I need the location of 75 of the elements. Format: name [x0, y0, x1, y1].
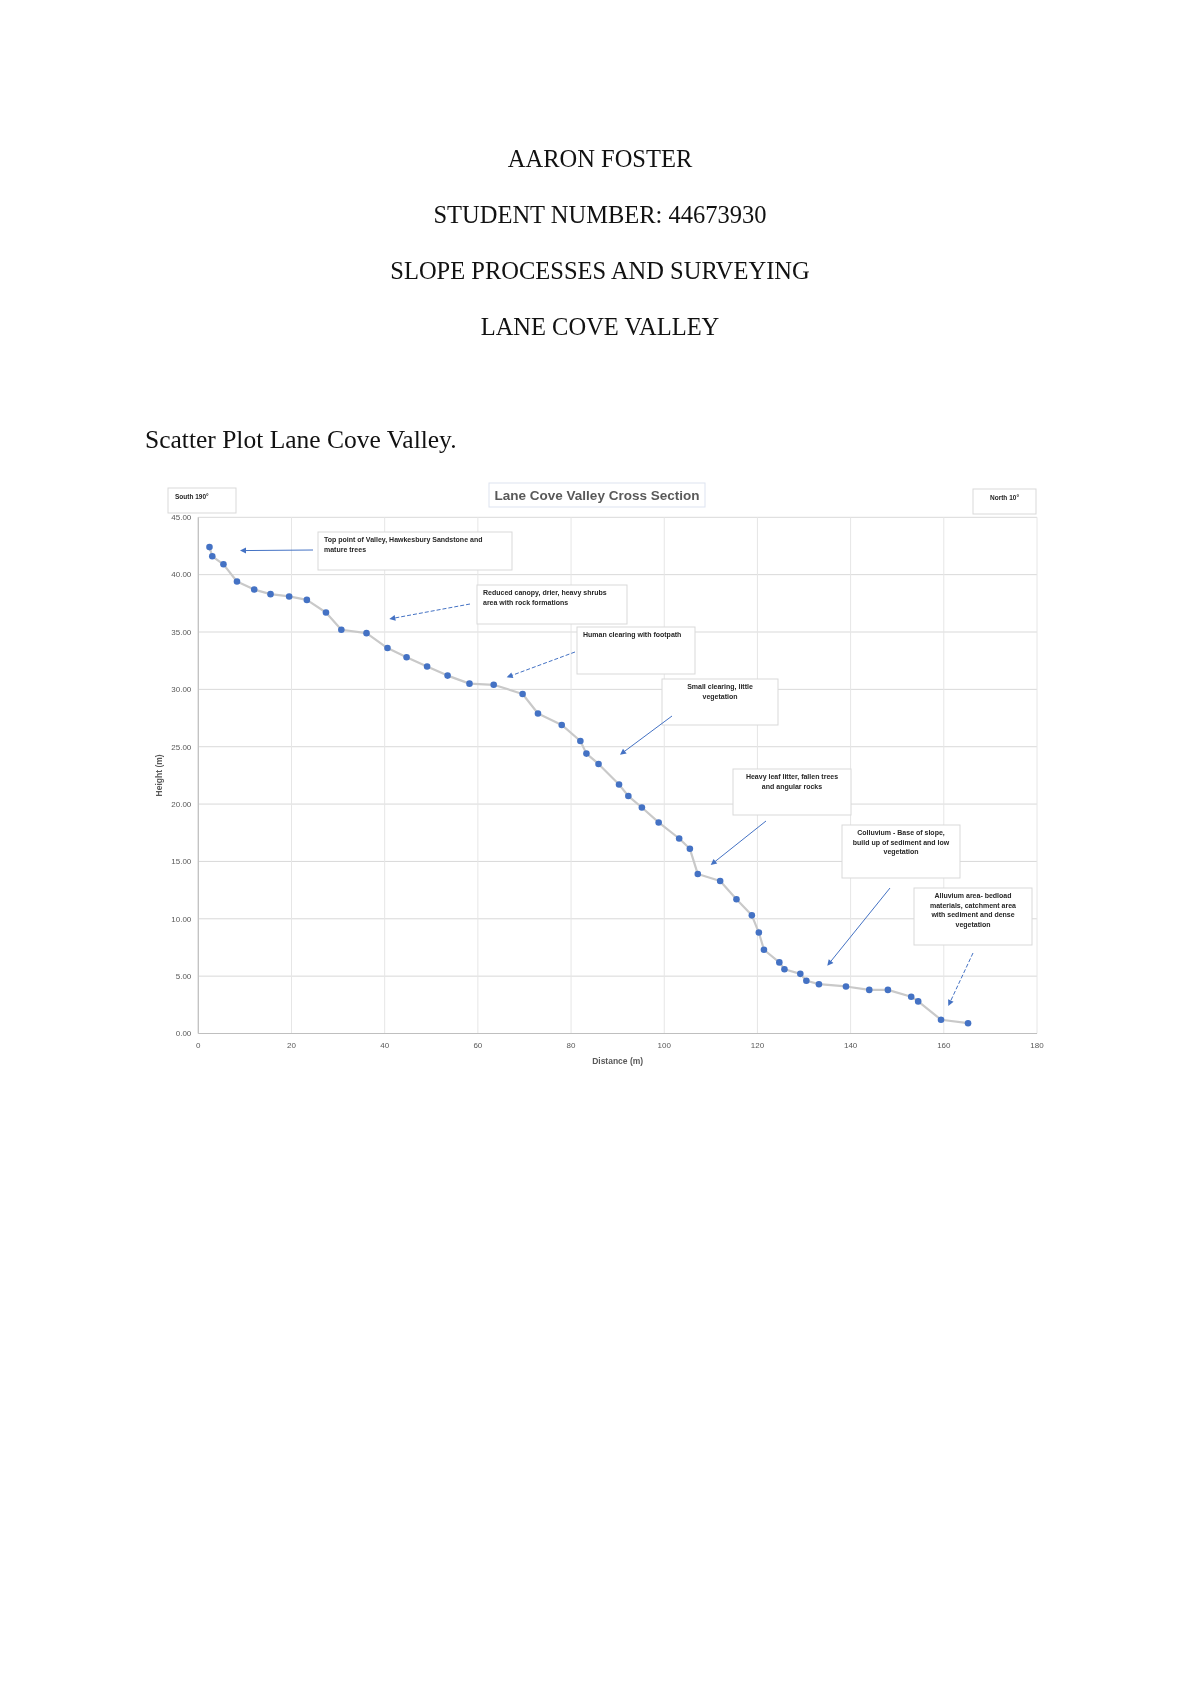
- y-tick-label: 0.00: [175, 1029, 192, 1039]
- chart-title: Lane Cove Valley Cross Section: [494, 488, 700, 503]
- point: [267, 590, 274, 598]
- point: [842, 983, 850, 990]
- x-tick-label: 160: [937, 1040, 952, 1050]
- point: [444, 672, 451, 679]
- point: [519, 690, 526, 698]
- point: [716, 877, 724, 885]
- x-tick-label: 40: [380, 1040, 390, 1050]
- point: [686, 845, 694, 853]
- x-tick-label: 20: [287, 1040, 297, 1050]
- y-tick-label: 25.00: [171, 742, 192, 752]
- point: [625, 792, 632, 800]
- point: [303, 596, 311, 604]
- point: [884, 986, 892, 994]
- point: [338, 626, 345, 633]
- point: [638, 804, 646, 811]
- point: [534, 710, 542, 717]
- y-tick-label: 20.00: [171, 799, 192, 809]
- point: [208, 553, 216, 560]
- point: [322, 609, 330, 616]
- x-tick-label: 60: [473, 1040, 483, 1050]
- x-tick-label: 120: [750, 1040, 765, 1050]
- y-tick-label: 15.00: [171, 857, 192, 867]
- y-tick-label: 30.00: [171, 685, 192, 695]
- point: [937, 1016, 945, 1024]
- point: [760, 946, 768, 954]
- point: [675, 835, 683, 842]
- x-tick-label: 140: [843, 1040, 858, 1050]
- text: SLOPE PROCESSES AND SURVEYING: [390, 257, 810, 284]
- point: [907, 993, 915, 1001]
- point: [797, 970, 804, 978]
- point: [558, 721, 566, 729]
- point: [815, 980, 823, 988]
- point: [250, 586, 258, 593]
- point: [615, 781, 623, 788]
- y-axis-title: Height (m): [154, 754, 165, 797]
- point: [577, 737, 584, 745]
- point: [403, 653, 410, 661]
- text: Scatter Plot Lane Cove Valley.: [145, 425, 457, 454]
- y-tick-label: 10.00: [171, 914, 192, 924]
- x-tick-label: 0: [196, 1040, 202, 1050]
- point: [865, 986, 873, 994]
- y-tick-label: 40.00: [171, 570, 192, 580]
- point: [914, 998, 922, 1005]
- point: [423, 663, 431, 670]
- point: [220, 561, 227, 568]
- point: [384, 644, 391, 652]
- text: AARON FOSTER: [507, 145, 693, 172]
- point: [595, 760, 602, 768]
- point: [466, 680, 473, 687]
- text: LANE COVE VALLEY: [480, 313, 720, 340]
- point: [206, 543, 213, 551]
- point: [583, 750, 590, 757]
- point: [803, 977, 810, 985]
- x-axis-title: Distance (m): [592, 1055, 644, 1066]
- point: [285, 593, 293, 600]
- x-tick-label: 180: [1030, 1040, 1045, 1050]
- x-tick-label: 80: [566, 1040, 577, 1050]
- point: [233, 578, 241, 585]
- point: [363, 629, 370, 637]
- point: [755, 929, 763, 936]
- x-tick-label: 100: [657, 1040, 672, 1050]
- point: [748, 912, 756, 919]
- point: [781, 965, 788, 973]
- y-tick-label: 35.00: [171, 627, 192, 637]
- point: [490, 681, 497, 689]
- y-tick-label: 5.00: [175, 971, 192, 981]
- point: [776, 959, 783, 966]
- point: [733, 896, 740, 903]
- y-tick-label: 45.00: [171, 513, 192, 523]
- point: [655, 819, 662, 826]
- point: [964, 1019, 972, 1027]
- point: [694, 870, 702, 878]
- text: STUDENT NUMBER: 44673930: [433, 201, 767, 228]
